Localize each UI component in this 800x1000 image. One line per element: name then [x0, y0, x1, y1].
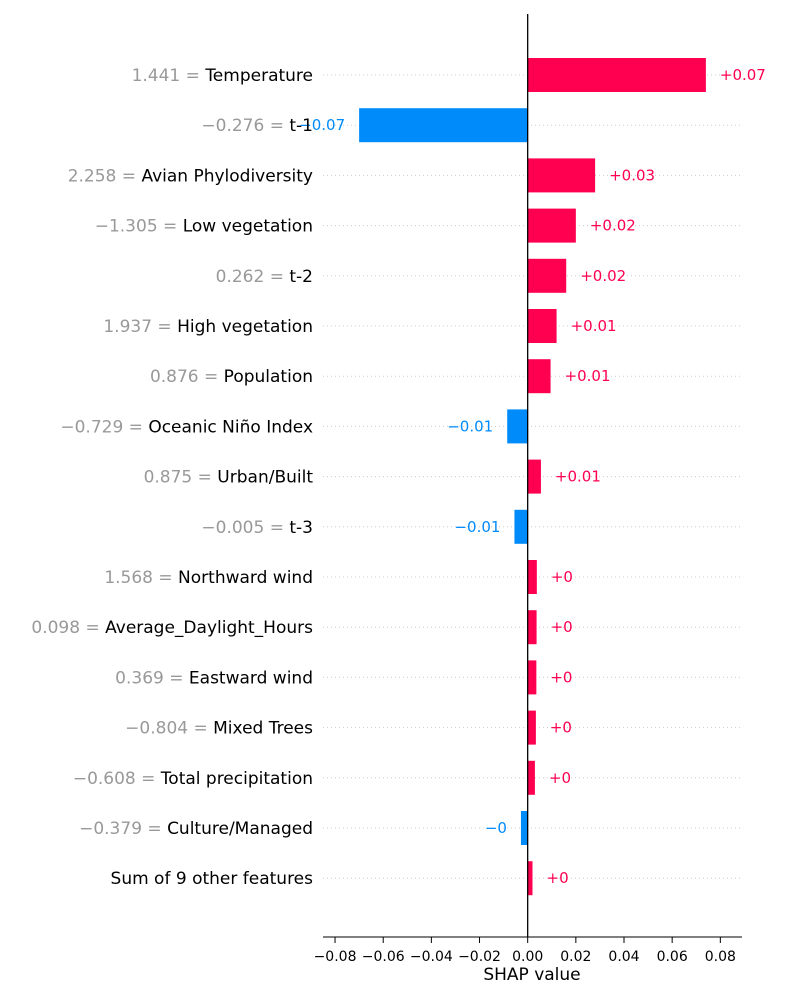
feature-label: Sum of 9 other features: [111, 869, 314, 889]
feature-value: 0.369 =: [115, 668, 189, 688]
feature-value: −0.804 =: [125, 719, 213, 739]
bar-value-label: −0.01: [447, 417, 493, 435]
feature-value: 0.098 =: [31, 618, 105, 638]
shap-bar: [527, 58, 706, 92]
feature-label: −0.379 = Culture/Managed: [79, 819, 313, 839]
feature-label: 1.937 = High vegetation: [103, 317, 313, 337]
shap-bar: [527, 258, 567, 293]
feature-label: 1.441 = Temperature: [132, 66, 313, 86]
feature-label: 0.262 = t-2: [216, 267, 313, 287]
shap-bar: [527, 710, 536, 745]
x-tick-label: 0.02: [560, 949, 591, 965]
feature-name: Oceanic Niño Index: [148, 417, 313, 437]
bar-value-label: +0.01: [565, 367, 611, 385]
feature-label: 2.258 = Avian Phylodiversity: [68, 166, 313, 186]
feature-label: 0.098 = Average_Daylight_Hours: [31, 618, 313, 638]
feature-name: Urban/Built: [217, 468, 313, 488]
feature-name: Average_Daylight_Hours: [105, 618, 313, 638]
bar-value-label: +0.03: [609, 166, 655, 184]
shap-bar: [527, 760, 535, 795]
bar-labels: +0.07 −0.07 +0.03 +0.02 +0.02 +0.01 +0.01 −0.01…: [299, 66, 766, 887]
feature-value: −0.379 =: [79, 819, 167, 839]
feature-value: 0.876 =: [150, 367, 224, 387]
feature-value: 0.875 =: [144, 468, 218, 488]
bar-value-label: +0.01: [571, 317, 617, 335]
feature-name: Population: [224, 367, 313, 387]
feature-name: Eastward wind: [189, 668, 313, 688]
feature-label: −0.276 = t-1: [201, 116, 313, 136]
shap-bar: [527, 459, 541, 494]
feature-labels: 1.441 = Temperature −0.276 = t-1 2.258 = A…: [31, 66, 313, 889]
bar-value-label: +0: [550, 668, 572, 686]
feature-value: −0.005 =: [201, 518, 289, 538]
feature-name: Culture/Managed: [167, 819, 313, 839]
bar-value-label: +0.02: [580, 267, 626, 285]
bar-value-label: +0: [547, 869, 569, 887]
feature-label: 0.876 = Population: [150, 367, 313, 387]
feature-value: −0.276 =: [201, 116, 289, 136]
shap-bar: [527, 359, 551, 394]
x-tick-label: −0.04: [410, 949, 453, 965]
feature-name: Mixed Trees: [213, 719, 313, 739]
shap-bar: [514, 509, 528, 544]
feature-value: −0.729 =: [60, 417, 148, 437]
feature-name: Low vegetation: [183, 217, 313, 237]
feature-name: Northward wind: [178, 568, 313, 588]
x-tick-label: 0.06: [657, 949, 688, 965]
feature-label: 1.568 = Northward wind: [104, 568, 313, 588]
feature-label: −1.305 = Low vegetation: [95, 217, 313, 237]
bar-value-label: +0.02: [590, 217, 636, 235]
x-tick-label: 0.00: [512, 949, 543, 965]
x-tick-label: −0.06: [362, 949, 405, 965]
x-tick-label: 0.08: [705, 949, 736, 965]
x-tick-label: −0.08: [314, 949, 357, 965]
feature-label: −0.005 = t-3: [201, 518, 313, 538]
feature-name: High vegetation: [177, 317, 313, 337]
bar-value-label: +0: [550, 719, 572, 737]
bar-value-label: +0: [549, 769, 571, 787]
x-axis: −0.08 −0.06 −0.04 −0.02 0.00 0.02 0.04 0.06 0.08: [314, 936, 742, 965]
feature-label: 0.369 = Eastward wind: [115, 668, 313, 688]
bar-value-label: +0.07: [720, 66, 766, 84]
feature-name: Temperature: [204, 66, 313, 86]
feature-value: 2.258 =: [68, 166, 142, 186]
bar-value-label: +0: [551, 568, 573, 586]
shap-bar: [527, 660, 537, 695]
feature-name: Avian Phylodiversity: [141, 166, 313, 186]
feature-name: t-3: [289, 518, 313, 538]
feature-label: 0.875 = Urban/Built: [144, 468, 314, 488]
bars: [359, 58, 706, 896]
shap-bar: [527, 158, 596, 193]
bar-value-label: −0.07: [299, 116, 345, 134]
bar-value-label: +0.01: [555, 468, 601, 486]
feature-value: 1.937 =: [103, 317, 177, 337]
feature-name: t-1: [289, 116, 313, 136]
bar-value-label: +0: [551, 618, 573, 636]
bar-value-label: −0.01: [454, 518, 500, 536]
feature-label: −0.608 = Total precipitation: [73, 769, 313, 789]
feature-name: Total precipitation: [160, 769, 313, 789]
shap-bar: [520, 811, 528, 845]
shap-bar: [507, 409, 528, 444]
feature-label: −0.804 = Mixed Trees: [125, 719, 313, 739]
feature-value: −1.305 =: [95, 217, 183, 237]
feature-name: t-2: [289, 267, 313, 287]
bar-value-label: −0: [485, 819, 507, 837]
shap-bar: [359, 108, 528, 143]
feature-value: 1.568 =: [104, 568, 178, 588]
shap-bar: [527, 861, 533, 896]
feature-name: Sum of 9 other features: [111, 869, 314, 889]
shap-bar: [527, 560, 537, 594]
x-axis-label: SHAP value: [483, 965, 580, 985]
shap-bar: [527, 309, 557, 343]
feature-value: 1.441 =: [132, 66, 206, 86]
feature-value: −0.608 =: [73, 769, 161, 789]
feature-label: −0.729 = Oceanic Niño Index: [60, 417, 313, 437]
shap-bar: [527, 610, 537, 645]
feature-value: 0.262 =: [216, 267, 290, 287]
shap-bar: [527, 208, 576, 243]
x-tick-label: 0.04: [608, 949, 639, 965]
x-tick-label: −0.02: [458, 949, 501, 965]
